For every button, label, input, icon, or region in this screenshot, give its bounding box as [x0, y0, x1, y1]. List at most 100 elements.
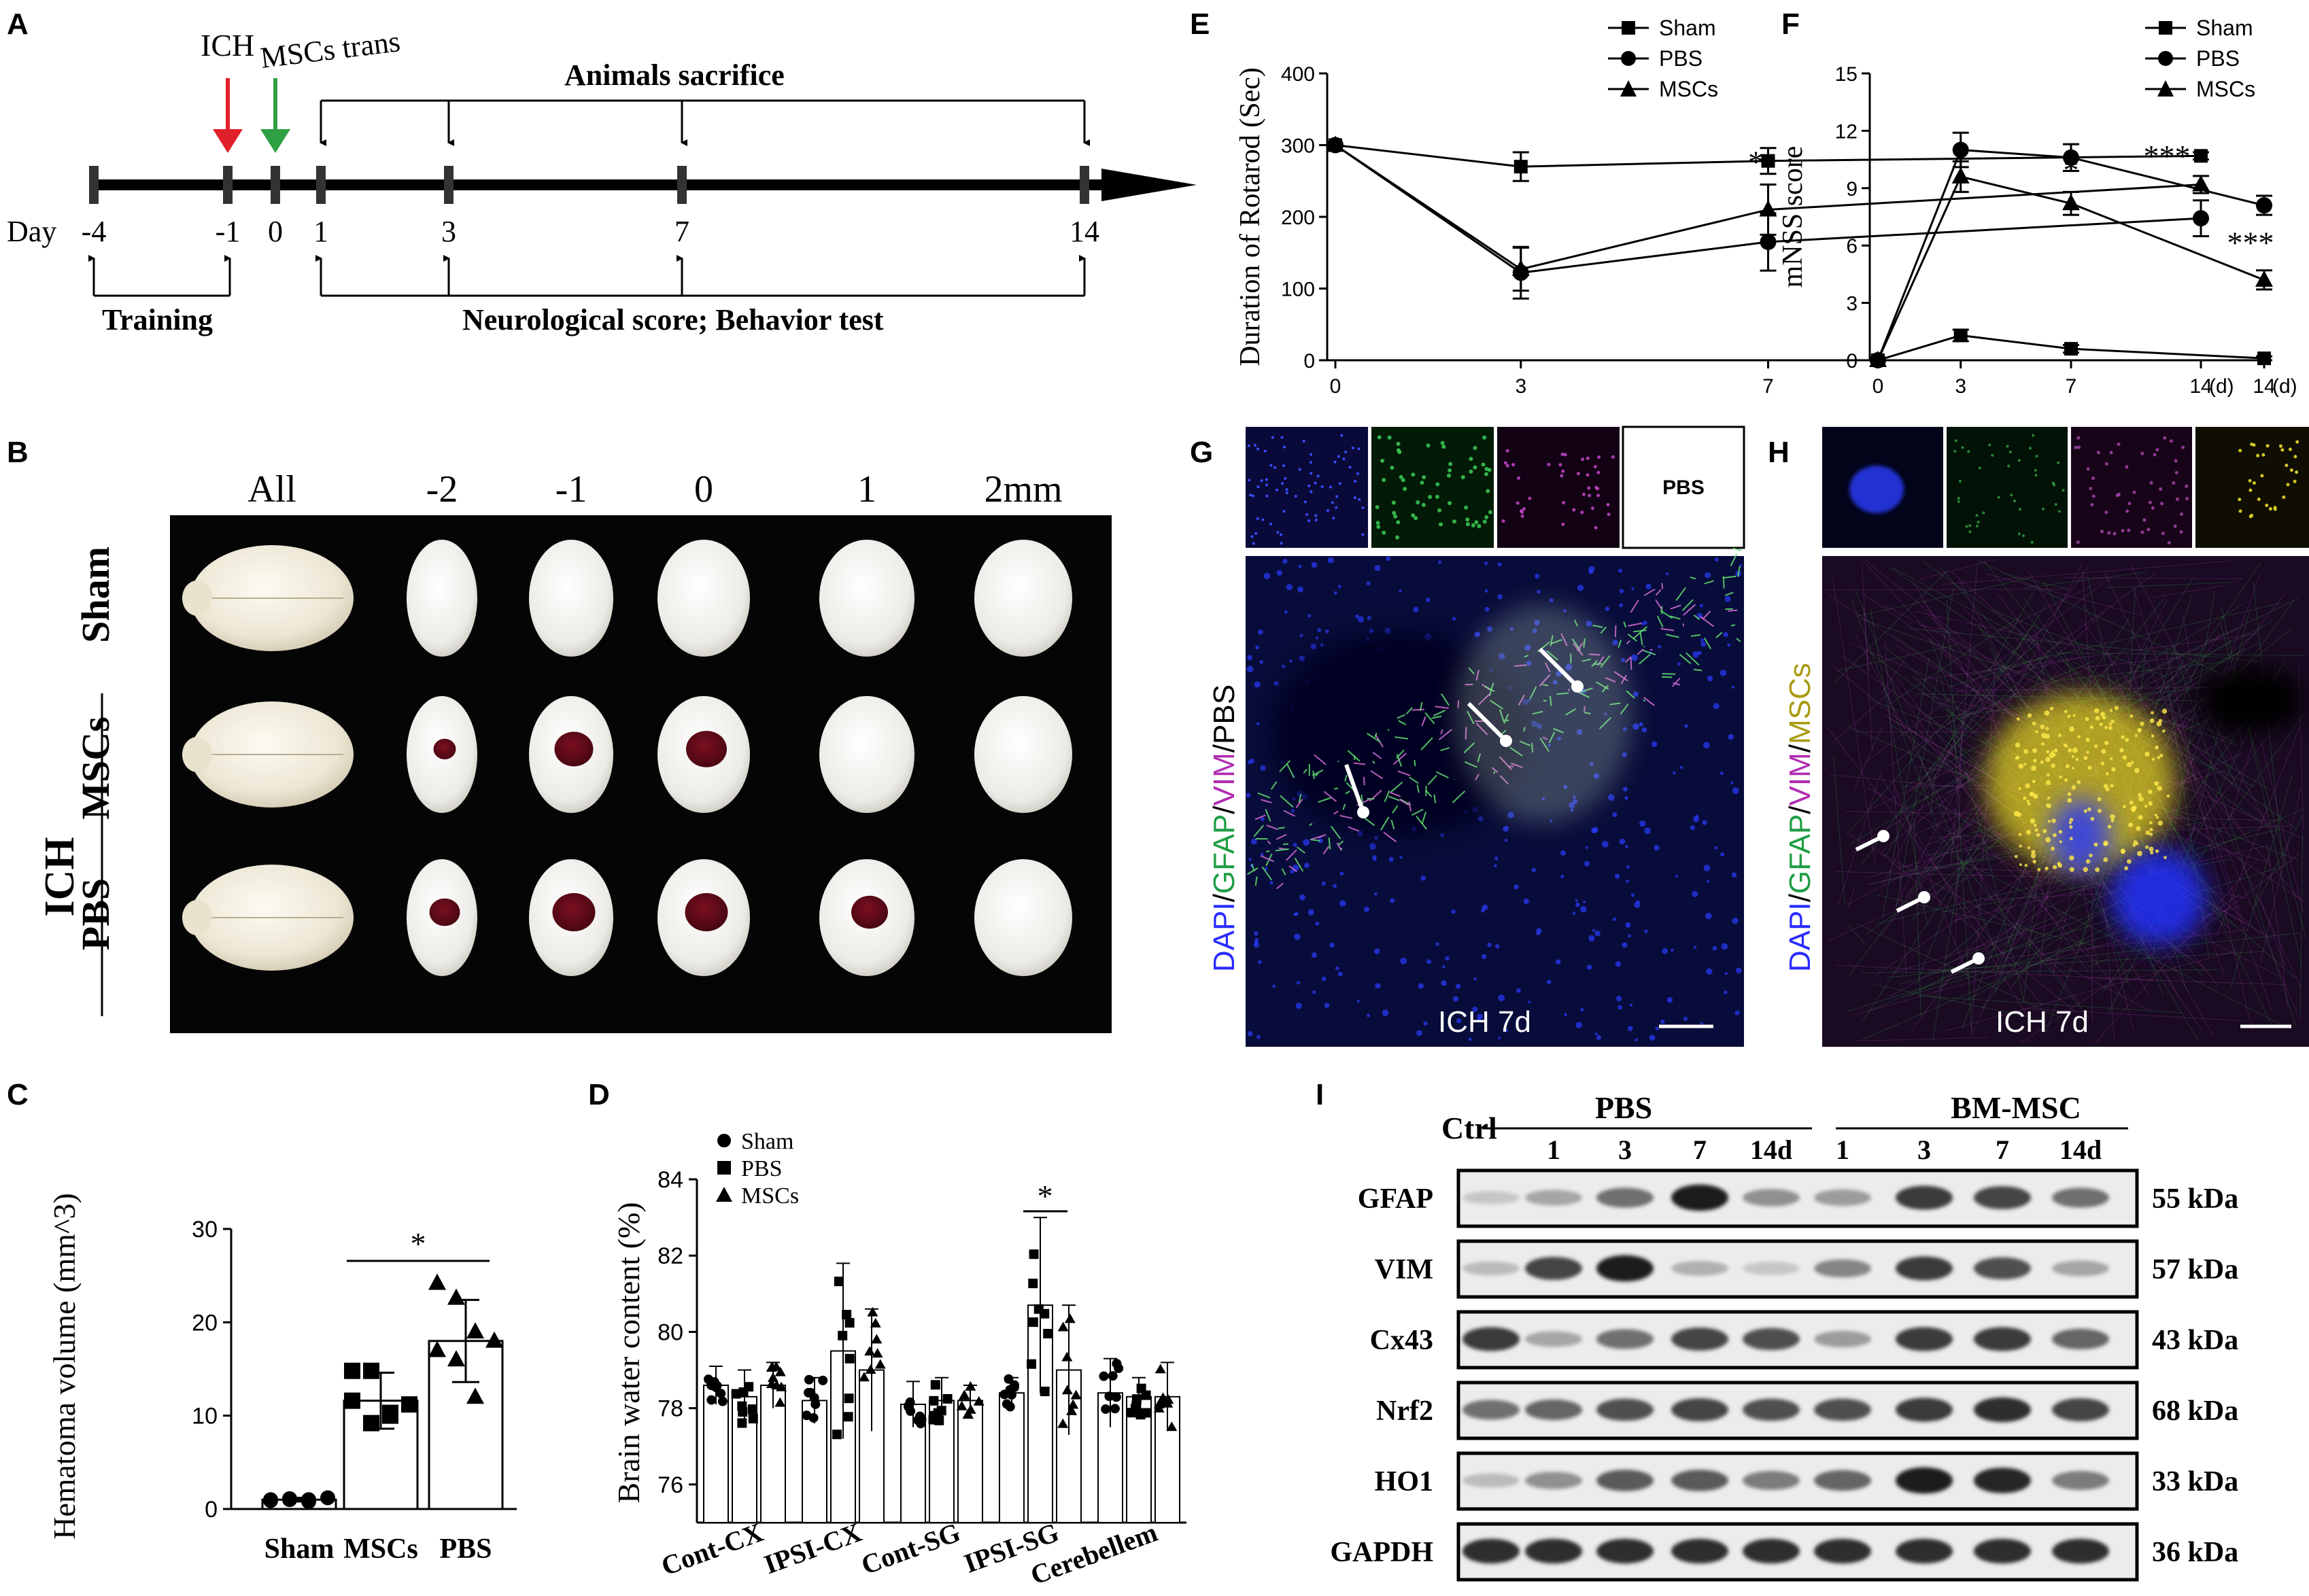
g-thumb-dot	[1562, 501, 1565, 504]
d-point	[1142, 1391, 1151, 1400]
h-msc-dot	[2033, 759, 2037, 763]
h-msc-dot	[2044, 710, 2049, 716]
g-stain-label: DAPI/GFAP/VIM/PBS	[1208, 684, 1241, 972]
blot-band	[1896, 1539, 1953, 1563]
g-thumb-dot	[1422, 475, 1426, 479]
g-nucleus-dot	[1630, 1003, 1633, 1007]
d-significance-star: *	[1038, 1179, 1053, 1213]
g-thumb-dot	[1577, 472, 1580, 475]
h-msc-dot	[2032, 722, 2036, 726]
h-thumb-dot	[2285, 464, 2288, 467]
g-thumb-dot	[1597, 455, 1601, 459]
h-thumb-dot	[2146, 528, 2150, 532]
g-nucleus-dot	[1616, 996, 1622, 1001]
g-thumb-dot	[1286, 491, 1288, 494]
h-msc-dot	[2015, 742, 2020, 747]
f-point	[2257, 351, 2271, 365]
h-thumb-dot	[2018, 459, 2021, 462]
blot-band	[1463, 1400, 1520, 1419]
d-point	[838, 1331, 847, 1340]
timeline-tick	[89, 166, 99, 204]
ich-label: ICH	[201, 28, 254, 63]
blot-lane-label: 14d	[2059, 1134, 2102, 1165]
h-msc-dot	[2138, 793, 2142, 797]
g-thumb-dot	[1611, 455, 1615, 459]
d-point	[804, 1375, 814, 1385]
g-nucleus-dot	[1605, 606, 1609, 611]
d-point	[934, 1408, 943, 1418]
g-thumb-dot	[1295, 495, 1297, 498]
g-nucleus-dot	[1333, 884, 1337, 888]
d-point	[871, 1334, 882, 1344]
h-msc-dot	[2150, 718, 2155, 723]
g-nucleus-dot	[1619, 603, 1623, 607]
h-thumb-dot	[2161, 532, 2165, 535]
g-nucleus-dot	[1618, 1005, 1622, 1010]
h-msc-dot	[2028, 846, 2030, 849]
h-stain-label: DAPI/GFAP/VIM/MSCs	[1783, 663, 1817, 972]
blot-band	[1525, 1539, 1582, 1563]
g-nucleus-dot	[1580, 1008, 1584, 1011]
blot-lane-label: 3	[1917, 1134, 1931, 1165]
g-nucleus-dot	[1286, 584, 1293, 590]
c-point	[485, 1332, 503, 1348]
stain-label-part: GFAP	[1208, 814, 1241, 894]
hematoma-region	[686, 731, 727, 767]
g-thumb-dot	[1441, 445, 1446, 449]
e-legend-label: MSCs	[1659, 77, 1718, 101]
g-nucleus-dot	[1625, 922, 1630, 928]
g-thumb-dot	[1354, 480, 1356, 483]
blot-band	[1671, 1261, 1728, 1276]
g-thumb-dot	[1335, 496, 1338, 498]
panel-letter-f: F	[1781, 7, 1800, 41]
g-thumb-dot	[1607, 513, 1611, 516]
h-msc-dot	[2028, 802, 2030, 805]
h-msc-dot	[2110, 757, 2113, 760]
blot-band	[1671, 1328, 1728, 1351]
blot-band	[2052, 1260, 2109, 1276]
g-thumb-dot	[1310, 490, 1312, 493]
g-thumb-dot	[1362, 533, 1365, 536]
e-legend-marker	[1622, 21, 1635, 35]
h-msc-dot	[2087, 808, 2091, 812]
brain-slice-image	[974, 696, 1072, 813]
g-nucleus-dot	[1713, 703, 1720, 709]
g-nucleus-dot	[1367, 581, 1371, 585]
g-thumb-dot	[1522, 507, 1526, 510]
e-y-tick-label: 300	[1281, 135, 1315, 158]
h-thumb-dot	[2185, 497, 2189, 500]
d-point	[1132, 1394, 1142, 1404]
g-nucleus-dot	[1633, 691, 1639, 697]
g-nucleus-dot	[1666, 572, 1669, 575]
h-msc-dot	[2122, 755, 2127, 760]
g-nucleus-dot	[1702, 820, 1707, 825]
stain-label-part: DAPI	[1208, 902, 1241, 972]
c-y-axis-label: Hematoma volume (mm^3)	[47, 1193, 82, 1540]
g-nucleus-dot	[1388, 857, 1393, 862]
h-msc-dot	[2048, 820, 2051, 822]
g-thumb-dot	[1558, 463, 1562, 466]
h-thumb-dot	[1977, 521, 1980, 523]
blot-band	[1596, 1539, 1654, 1563]
h-msc-dot	[2023, 763, 2026, 765]
h-msc-dot	[2046, 780, 2051, 785]
g-thumb-vim	[1497, 427, 1620, 548]
h-msc-dot	[2111, 819, 2115, 822]
g-nucleus-dot	[1247, 655, 1252, 661]
blot-band	[1743, 1189, 1800, 1207]
h-msc-dot	[2041, 742, 2045, 746]
g-nucleus-dot	[1482, 905, 1488, 911]
timeline-day-label: 1	[313, 215, 328, 248]
g-thumb-dot	[1580, 510, 1584, 514]
h-thumb-dot	[2174, 459, 2178, 462]
h-thumb-dot	[2076, 540, 2080, 544]
blot-band	[1814, 1539, 1871, 1563]
h-msc-dot	[2041, 733, 2047, 738]
g-nucleus-dot	[1248, 760, 1252, 764]
h-msc-dot	[2077, 735, 2081, 738]
h-msc-dot	[2047, 803, 2051, 808]
g-thumb-dot	[1333, 461, 1336, 464]
d-point	[818, 1376, 827, 1385]
h-msc-dot	[2158, 820, 2163, 825]
